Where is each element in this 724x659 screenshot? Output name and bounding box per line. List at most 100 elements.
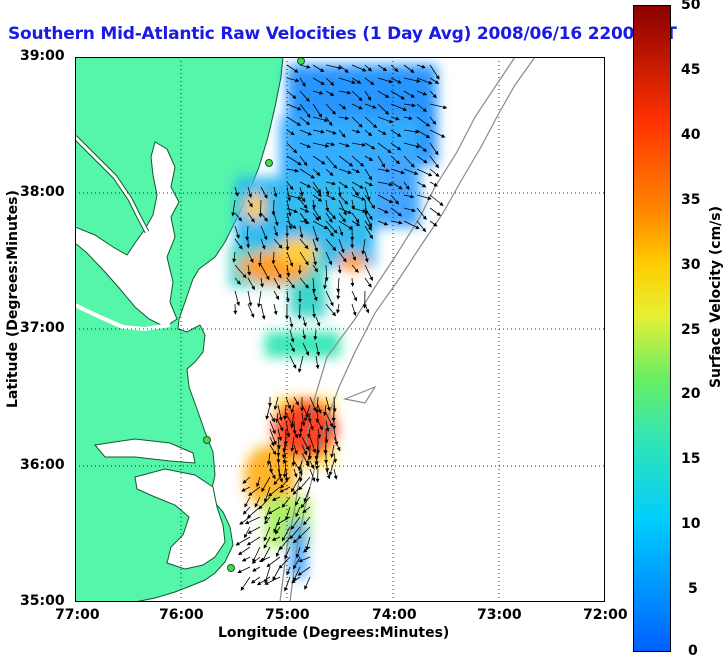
velocity-arrow xyxy=(429,181,439,187)
velocity-arrow xyxy=(299,90,310,102)
james-river xyxy=(75,303,171,332)
velocity-arrow xyxy=(234,225,240,239)
velocity-arrow xyxy=(299,116,311,126)
velocity-arrow xyxy=(299,168,315,179)
velocity-arrow xyxy=(260,225,268,241)
velocity-arrow xyxy=(277,428,283,442)
velocity-arrow xyxy=(429,220,438,227)
velocity-arrow xyxy=(286,142,298,154)
velocity-arrow xyxy=(364,264,373,282)
velocity-arrow xyxy=(312,212,320,222)
velocity-arrow xyxy=(266,556,281,568)
velocity-arrow xyxy=(260,212,268,222)
velocity-arrow xyxy=(324,264,329,282)
velocity-arrow xyxy=(429,90,437,99)
velocity-arrow xyxy=(269,412,275,423)
velocity-arrow xyxy=(351,303,357,317)
velocity-arrow xyxy=(286,129,295,136)
velocity-arrow xyxy=(317,428,322,439)
velocity-arrow xyxy=(337,186,342,197)
pamlico-sound xyxy=(134,468,226,570)
velocity-arrow xyxy=(277,420,284,432)
velocity-arrow xyxy=(403,155,415,168)
x-tick-label: 74:00 xyxy=(372,607,417,623)
velocity-arrow xyxy=(259,277,264,288)
velocity-arrow xyxy=(271,536,281,541)
velocity-arrow xyxy=(273,186,278,198)
velocity-arrow xyxy=(333,452,338,464)
velocity-arrow xyxy=(364,168,373,181)
velocity-arrow xyxy=(263,536,271,549)
velocity-arrow xyxy=(263,486,271,503)
velocity-arrow xyxy=(293,396,299,406)
velocity-arrow xyxy=(330,444,335,459)
velocity-arrow xyxy=(246,506,261,519)
velocity-arrow xyxy=(312,225,319,242)
velocity-arrow xyxy=(333,468,338,480)
velocity-arrow xyxy=(242,506,251,515)
velocity-arrow xyxy=(315,412,320,424)
velocity-arrow xyxy=(364,181,374,186)
velocity-arrow xyxy=(403,77,421,83)
velocity-arrow xyxy=(260,186,268,199)
velocity-arrow xyxy=(299,212,308,223)
velocity-arrow xyxy=(295,506,301,518)
velocity-arrow xyxy=(325,181,336,186)
x-tick-label: 73:00 xyxy=(477,607,522,623)
velocity-arrow xyxy=(315,316,321,327)
velocity-arrow xyxy=(256,576,271,586)
velocity-arrow xyxy=(300,496,311,509)
velocity-arrow xyxy=(351,181,364,189)
velocity-arrow xyxy=(390,77,402,84)
velocity-arrow xyxy=(269,420,276,435)
velocity-arrow xyxy=(297,303,302,320)
albemarle-sound xyxy=(94,438,196,464)
velocity-arrow xyxy=(364,129,373,137)
velocity-arrow xyxy=(298,428,303,439)
velocity-arrow xyxy=(336,277,341,293)
velocity-arrow xyxy=(309,468,316,482)
velocity-arrow xyxy=(298,460,303,471)
velocity-arrow xyxy=(351,116,363,128)
velocity-arrow xyxy=(275,412,280,423)
velocity-arrow xyxy=(323,404,328,417)
map-plot-area[interactable] xyxy=(75,57,605,602)
y-tick-label: 35:00 xyxy=(20,593,65,609)
velocity-arrow xyxy=(429,194,444,207)
velocity-arrow xyxy=(312,238,318,253)
velocity-arrow xyxy=(377,207,389,214)
colorbar-tick: 50 xyxy=(681,0,701,13)
velocity-arrow xyxy=(301,404,309,418)
velocity-arrow xyxy=(247,199,253,208)
velocity-arrow xyxy=(325,199,330,212)
x-axis-label: Longitude (Degrees:Minutes) xyxy=(218,625,450,641)
velocity-arrow xyxy=(390,155,401,165)
velocity-arrow xyxy=(238,546,251,556)
radar-station-4 xyxy=(227,564,235,572)
velocity-arrow xyxy=(377,64,388,72)
velocity-arrow xyxy=(351,129,361,134)
velocity-arrow xyxy=(314,444,319,461)
velocity-arrow xyxy=(338,116,350,121)
velocity-arrow xyxy=(234,277,241,285)
velocity-arrow xyxy=(269,428,277,446)
velocity-arrow xyxy=(350,277,355,287)
velocity-arrow xyxy=(313,329,318,341)
velocity-arrow xyxy=(258,251,262,267)
velocity-arrow xyxy=(273,396,279,411)
velocity-arrow xyxy=(338,103,347,110)
velocity-arrow xyxy=(269,436,275,447)
velocity-arrow xyxy=(273,277,281,290)
velocity-arrow xyxy=(240,576,251,591)
velocity-arrow xyxy=(351,220,361,227)
velocity-arrow xyxy=(290,404,295,414)
velocity-arrow xyxy=(302,329,307,340)
velocity-arrow xyxy=(351,264,359,273)
velocity-arrow xyxy=(290,516,301,530)
velocity-arrow xyxy=(277,468,284,483)
velocity-arrow xyxy=(351,251,356,261)
velocity-arrow xyxy=(325,460,330,473)
velocity-arrow xyxy=(336,303,341,314)
velocity-arrow xyxy=(338,212,346,223)
velocity-arrow xyxy=(416,220,427,233)
